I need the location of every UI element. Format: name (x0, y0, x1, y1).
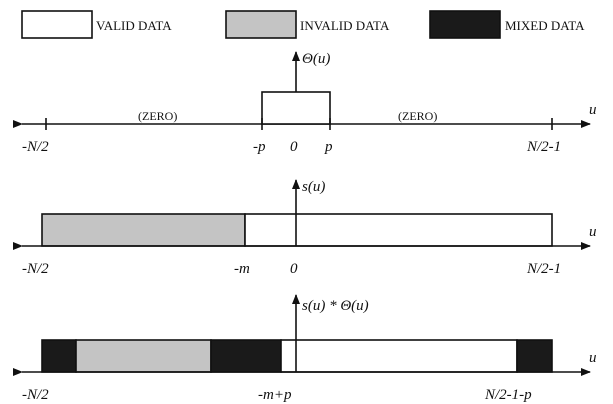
s-tick-label-zero: 0 (290, 261, 298, 277)
s-tick-label-n2-minus-1: N/2-1 (526, 261, 561, 277)
panel-s: s(u) u -N/2 -m 0 N/2-1 (13, 179, 597, 277)
theta-tick-label-neg-n2: -N/2 (22, 139, 49, 155)
conv-invalid-region (75, 339, 212, 373)
theta-tick-label-zero: 0 (290, 139, 298, 155)
conv-valid-region (280, 339, 518, 373)
legend-invalid-label: INVALID DATA (300, 18, 390, 33)
legend-mixed-label: MIXED DATA (505, 18, 585, 33)
conv-mixed-right (516, 339, 553, 373)
s-invalid-region (41, 213, 246, 247)
legend-invalid-swatch (225, 10, 297, 39)
theta-zero-left: (ZERO) (138, 109, 177, 123)
s-func-label: s(u) (302, 179, 325, 195)
theta-tick-label-p: p (324, 139, 333, 155)
legend: VALID DATA INVALID DATA MIXED DATA (21, 10, 585, 39)
conv-func-label: s(u) * Θ(u) (302, 298, 369, 314)
conv-axis-var: u (589, 350, 597, 366)
theta-tick-label-n2-minus-1: N/2-1 (526, 139, 561, 155)
theta-func-label: Θ(u) (302, 51, 330, 67)
conv-tick-label-neg-n2: -N/2 (22, 387, 49, 403)
theta-axis-var: u (589, 102, 597, 118)
conv-mixed-left-inner (210, 339, 282, 373)
s-valid-region (244, 213, 553, 247)
s-tick-label-neg-n2: -N/2 (22, 261, 49, 277)
conv-tick-label-neg-m-plus-p: -m+p (258, 387, 292, 403)
legend-valid-label: VALID DATA (96, 18, 172, 33)
s-axis-var: u (589, 224, 597, 240)
panel-theta: Θ(u) (ZERO) (ZERO) u -N/2 -p 0 p N/2-1 (13, 51, 597, 155)
legend-valid-swatch (21, 10, 93, 39)
theta-tick-label-neg-p: -p (253, 139, 266, 155)
conv-mixed-left-outer (41, 339, 77, 373)
conv-tick-label-n2-minus-1-minus-p: N/2-1-p (484, 387, 532, 403)
s-tick-label-neg-m: -m (234, 261, 250, 277)
theta-zero-right: (ZERO) (398, 109, 437, 123)
legend-mixed-swatch (429, 10, 501, 39)
panel-convolution: s(u) * Θ(u) u -N/2 -m+p N/2-1-p (13, 294, 597, 403)
theta-window-rect (261, 91, 331, 125)
